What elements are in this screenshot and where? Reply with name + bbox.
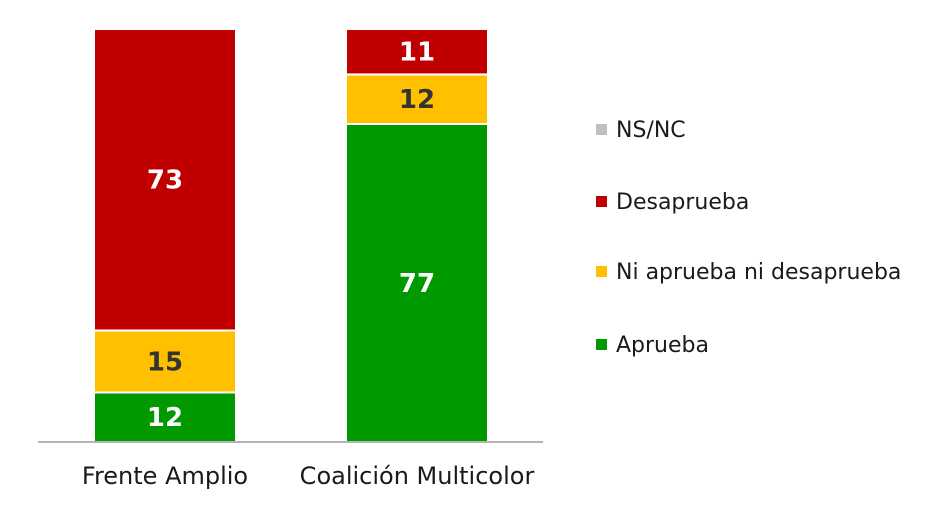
bar-segment [345, 73, 489, 125]
bar-segment [93, 28, 237, 332]
data-label: 12 [147, 403, 183, 433]
legend-label: Aprueba [616, 333, 709, 358]
bar-segment [345, 28, 489, 76]
x-tick-label: Frente Amplio [81, 462, 249, 490]
legend-swatch [596, 123, 607, 135]
data-label: 15 [147, 347, 183, 377]
legend-item: NS/NC [596, 118, 686, 143]
legend-swatch [596, 338, 607, 350]
data-label: 11 [399, 38, 435, 68]
legend-label: NS/NC [616, 118, 686, 143]
legend-label: Desaprueba [616, 190, 750, 215]
x-tick-label: Coalición Multicolor [299, 462, 535, 490]
data-label: 12 [399, 85, 435, 115]
legend-label: Ni aprueba ni desaprueba [616, 260, 902, 285]
legend-swatch [596, 265, 607, 277]
data-label: 77 [399, 269, 435, 299]
bars-group: 12 15 73 77 12 11 [93, 28, 489, 444]
data-label: 73 [147, 166, 183, 196]
legend-item: Desaprueba [596, 190, 749, 215]
bar-segment [93, 391, 237, 444]
legend-item: Aprueba [596, 333, 709, 358]
legend-swatch [596, 195, 607, 207]
legend-item: Ni aprueba ni desaprueba [596, 260, 901, 285]
